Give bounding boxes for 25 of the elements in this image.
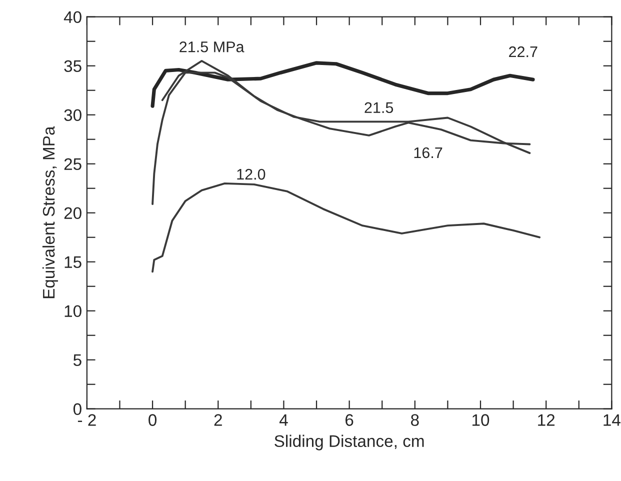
- y-tick-label: 15: [64, 256, 82, 268]
- y-tick-label: 0: [73, 403, 82, 416]
- y-tick-label: 10: [64, 305, 82, 318]
- x-tick-label: 6: [346, 414, 354, 426]
- annotation: 12.0: [237, 168, 266, 180]
- x-tick-label: 0: [148, 414, 157, 426]
- y-tick-label: 20: [64, 207, 82, 220]
- x-tick-label: 8: [410, 414, 419, 426]
- x-tick-label: 4: [279, 414, 288, 426]
- annotation: 21.5 MPa: [180, 41, 244, 52]
- x-tick-label: 12: [538, 414, 555, 426]
- annotation: 21.5: [364, 102, 394, 114]
- x-tick-label: 10: [472, 414, 490, 426]
- y-tick-label: 40: [64, 11, 82, 24]
- x-axis-title: Sliding Distance, cm: [274, 434, 424, 450]
- y-tick-label: 35: [64, 60, 82, 72]
- x-tick-label: - 2: [78, 414, 96, 426]
- y-tick-label: 30: [64, 109, 82, 122]
- annotation: 16.7: [414, 147, 442, 158]
- x-tick-label: 2: [214, 414, 222, 426]
- x-tick-label: 14: [604, 414, 620, 426]
- y-tick-label: 25: [64, 158, 82, 170]
- y-axis-title: Equivalent Stress, MPa: [42, 126, 58, 298]
- y-tick-label: 5: [73, 354, 82, 366]
- annotation: 22.7: [509, 46, 538, 58]
